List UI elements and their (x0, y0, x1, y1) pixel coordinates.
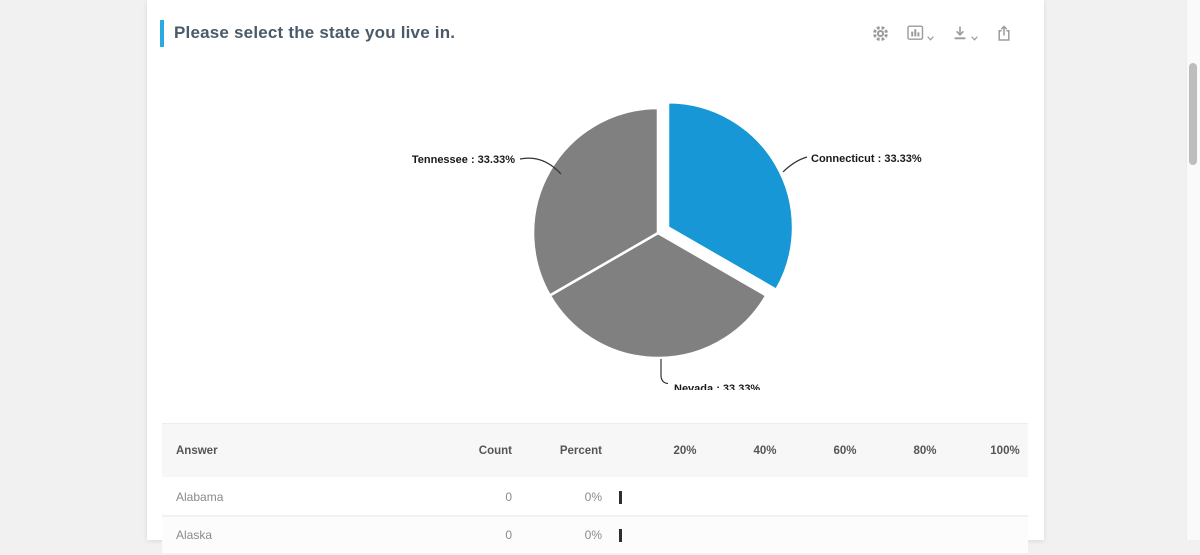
percent-bar-area (602, 490, 1028, 504)
title-accent-bar (160, 19, 164, 47)
pie-label-tennessee: Tennessee : 33.33% (412, 154, 515, 166)
card-header: Please select the state you live in. (160, 18, 1014, 48)
chart-toolbar (872, 24, 1012, 42)
pie-label-nevada: Nevada : 33.33% (674, 383, 760, 390)
zero-bar-tick (619, 490, 622, 504)
bar-chart-icon (907, 25, 924, 40)
pie-chart: Tennessee : 33.33% Connecticut : 33.33% … (412, 101, 922, 390)
scale-tick-20: 20% (673, 444, 697, 457)
question-result-card: Please select the state you live in. (147, 0, 1044, 555)
count-value: 0 (505, 528, 512, 542)
download-icon (954, 26, 966, 40)
column-header-answer: Answer (176, 444, 218, 457)
settings-button[interactable] (872, 25, 889, 42)
answer-label: Alabama (176, 490, 224, 504)
percent-scale-header: 20% 40% 60% 80% 100% (645, 445, 1045, 457)
page-title: Please select the state you live in. (174, 23, 456, 42)
vertical-scrollbar-track[interactable] (1186, 0, 1200, 540)
count-value: 0 (505, 490, 512, 504)
zero-bar-tick (619, 528, 622, 542)
scale-tick-80: 80% (913, 444, 937, 457)
pie-slice-tennessee[interactable] (531, 106, 660, 297)
table-row-alabama[interactable]: Alabama 0 0% (162, 479, 1028, 517)
scale-tick-40: 40% (753, 444, 777, 457)
table-row-alaska[interactable]: Alaska 0 0% (162, 517, 1028, 555)
pie-slice-connecticut[interactable] (666, 101, 795, 292)
download-button[interactable] (952, 25, 978, 41)
answer-label: Alaska (176, 528, 213, 542)
column-header-percent: Percent (559, 444, 602, 457)
scale-tick-100: 100% (990, 444, 1020, 457)
share-export-icon (998, 24, 1010, 41)
scale-tick-60: 60% (833, 444, 857, 457)
leader-line-connecticut (782, 156, 808, 173)
chevron-down-icon (927, 36, 934, 41)
table-header-row: Answer Count Percent 20% 40% 60% 80% 100… (162, 423, 1028, 479)
pie-label-connecticut: Connecticut : 33.33% (811, 153, 922, 165)
vertical-scrollbar-thumb[interactable] (1189, 63, 1197, 165)
answers-table: Answer Count Percent 20% 40% 60% 80% 100… (162, 423, 1028, 555)
chart-type-button[interactable] (907, 25, 934, 41)
percent-value: 0% (584, 528, 602, 542)
pie-slice-nevada[interactable] (548, 231, 768, 360)
column-header-count: Count (478, 444, 512, 457)
share-button[interactable] (996, 24, 1012, 42)
gear-icon (873, 25, 888, 41)
percent-value: 0% (584, 490, 602, 504)
chevron-down-icon (971, 36, 978, 41)
leader-line-nevada (660, 359, 669, 385)
percent-bar-area (602, 528, 1028, 542)
leader-line-tennessee (519, 157, 562, 175)
